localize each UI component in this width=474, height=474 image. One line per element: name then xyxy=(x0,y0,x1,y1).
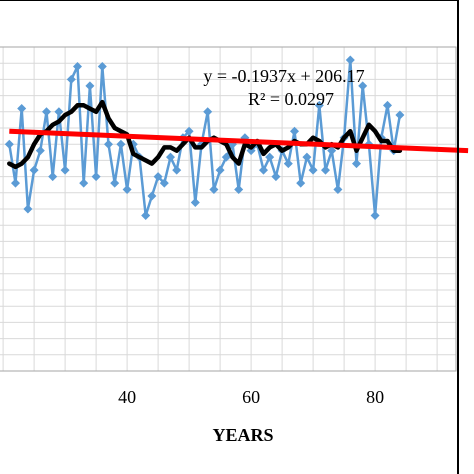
linear-trendline xyxy=(9,128,469,154)
chart-gridlines xyxy=(0,46,456,372)
data-point-marker xyxy=(79,178,89,188)
data-point-marker xyxy=(190,198,200,208)
plot-area-frame xyxy=(0,46,457,372)
data-point-marker xyxy=(97,61,107,71)
data-point-marker xyxy=(122,185,132,195)
data-point-marker xyxy=(11,178,20,188)
data-point-marker xyxy=(153,172,163,182)
r-squared-label: R² = 0.0297 xyxy=(248,89,334,109)
x-tick-label: 40 xyxy=(118,387,136,407)
data-point-marker xyxy=(166,152,175,162)
data-point-marker xyxy=(234,185,244,195)
data-point-marker xyxy=(54,107,64,117)
data-point-marker xyxy=(321,165,330,175)
data-point-marker xyxy=(271,172,281,182)
data-point-marker xyxy=(66,74,76,84)
data-point-marker xyxy=(29,165,39,175)
data-point-marker xyxy=(184,126,194,136)
data-point-marker xyxy=(104,139,113,149)
data-point-marker xyxy=(290,126,299,136)
data-point-marker xyxy=(265,152,275,162)
data-point-marker xyxy=(159,178,169,188)
data-point-marker xyxy=(203,107,213,117)
data-point-marker xyxy=(383,100,392,110)
data-point-marker xyxy=(352,159,361,169)
x-axis-title: YEARS xyxy=(212,425,273,445)
data-point-marker xyxy=(259,165,268,175)
data-point-marker xyxy=(370,210,380,220)
data-point-marker xyxy=(333,185,343,195)
data-point-marker xyxy=(147,191,157,201)
data-point-marker xyxy=(4,139,14,149)
data-point-marker xyxy=(172,165,182,175)
data-point-marker xyxy=(314,100,324,110)
data-point-marker xyxy=(141,210,151,220)
x-axis-tick-labels: 40 60 80 xyxy=(118,387,384,407)
data-point-marker xyxy=(215,165,225,175)
chart-border xyxy=(0,0,459,474)
data-point-marker xyxy=(42,107,51,117)
data-point-marker xyxy=(358,81,368,91)
data-point-marker xyxy=(296,178,306,188)
data-point-marker xyxy=(91,172,101,182)
annual-series-line xyxy=(8,58,402,217)
data-point-marker xyxy=(345,55,355,65)
data-point-marker xyxy=(327,146,337,156)
x-tick-label: 80 xyxy=(366,387,384,407)
data-point-marker xyxy=(308,165,318,175)
data-point-marker xyxy=(221,152,231,162)
data-point-marker xyxy=(17,104,27,114)
data-point-marker xyxy=(85,81,95,91)
data-point-marker xyxy=(35,146,45,156)
series-layer xyxy=(4,55,469,220)
trendline-equation: y = -0.1937x + 206.17 xyxy=(203,66,364,86)
data-point-marker xyxy=(110,178,120,188)
data-point-marker xyxy=(23,204,33,214)
data-point-marker xyxy=(302,152,312,162)
data-point-marker xyxy=(116,139,126,149)
data-point-marker xyxy=(283,159,293,169)
data-point-marker xyxy=(73,61,82,71)
x-tick-label: 60 xyxy=(242,387,260,407)
trendline-annotation: y = -0.1937x + 206.17 R² = 0.0297 xyxy=(203,66,364,109)
data-point-marker xyxy=(60,165,70,175)
data-point-marker xyxy=(48,172,58,182)
data-point-marker xyxy=(209,185,219,195)
data-point-marker xyxy=(395,110,405,120)
